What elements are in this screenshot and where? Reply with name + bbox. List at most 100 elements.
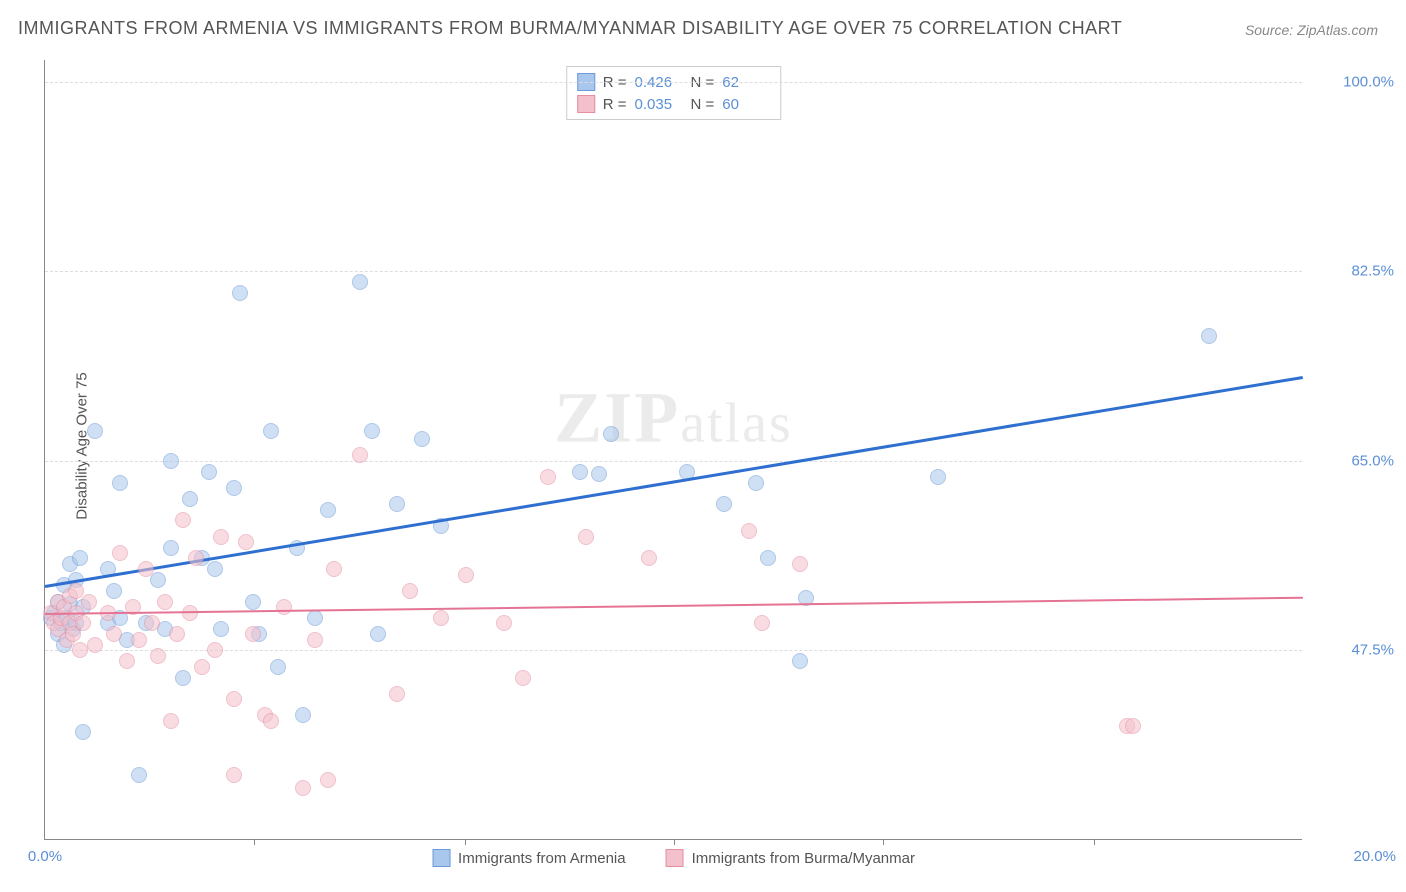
scatter-point bbox=[245, 594, 261, 610]
scatter-point bbox=[138, 561, 154, 577]
scatter-point bbox=[182, 491, 198, 507]
scatter-point bbox=[792, 653, 808, 669]
scatter-point bbox=[389, 686, 405, 702]
scatter-point bbox=[270, 659, 286, 675]
scatter-point bbox=[1201, 328, 1217, 344]
scatter-point bbox=[591, 466, 607, 482]
scatter-point bbox=[201, 464, 217, 480]
source-link[interactable]: ZipAtlas.com bbox=[1297, 22, 1378, 38]
scatter-point bbox=[75, 724, 91, 740]
scatter-point bbox=[194, 659, 210, 675]
x-tick-mark bbox=[1094, 839, 1095, 845]
scatter-point bbox=[112, 475, 128, 491]
scatter-point bbox=[389, 496, 405, 512]
scatter-point bbox=[754, 615, 770, 631]
x-tick-mark bbox=[883, 839, 884, 845]
correlation-legend: R = 0.426 N = 62 R = 0.035 N = 60 bbox=[566, 66, 782, 120]
watermark-zip: ZIP bbox=[554, 378, 680, 458]
scatter-point bbox=[131, 632, 147, 648]
scatter-point bbox=[603, 426, 619, 442]
scatter-point bbox=[263, 713, 279, 729]
swatch-burma bbox=[577, 95, 595, 113]
scatter-point bbox=[87, 423, 103, 439]
source-prefix: Source: bbox=[1245, 22, 1297, 38]
scatter-point bbox=[320, 502, 336, 518]
chart-title: IMMIGRANTS FROM ARMENIA VS IMMIGRANTS FR… bbox=[18, 18, 1122, 39]
gridline-h bbox=[45, 650, 1302, 651]
n-value-burma: 60 bbox=[722, 96, 770, 113]
x-tick-mark bbox=[254, 839, 255, 845]
scatter-point bbox=[112, 545, 128, 561]
scatter-point bbox=[792, 556, 808, 572]
scatter-point bbox=[106, 626, 122, 642]
scatter-point bbox=[106, 583, 122, 599]
scatter-point bbox=[370, 626, 386, 642]
legend-item-armenia: Immigrants from Armenia bbox=[432, 849, 626, 867]
scatter-point bbox=[402, 583, 418, 599]
x-tick-mark bbox=[465, 839, 466, 845]
scatter-point bbox=[320, 772, 336, 788]
scatter-point bbox=[458, 567, 474, 583]
scatter-point bbox=[515, 670, 531, 686]
scatter-point bbox=[75, 615, 91, 631]
scatter-point bbox=[540, 469, 556, 485]
scatter-point bbox=[572, 464, 588, 480]
scatter-point bbox=[326, 561, 342, 577]
scatter-point bbox=[131, 767, 147, 783]
scatter-point bbox=[1125, 718, 1141, 734]
source-attribution: Source: ZipAtlas.com bbox=[1245, 22, 1378, 38]
scatter-point bbox=[748, 475, 764, 491]
trend-line bbox=[45, 596, 1303, 614]
scatter-point bbox=[760, 550, 776, 566]
scatter-point bbox=[245, 626, 261, 642]
scatter-point bbox=[119, 653, 135, 669]
watermark-atlas: atlas bbox=[680, 393, 793, 455]
scatter-point bbox=[578, 529, 594, 545]
scatter-point bbox=[232, 285, 248, 301]
r-value-burma: 0.035 bbox=[635, 96, 683, 113]
scatter-point bbox=[496, 615, 512, 631]
scatter-point bbox=[207, 642, 223, 658]
scatter-point bbox=[163, 713, 179, 729]
scatter-point bbox=[87, 637, 103, 653]
y-tick-label: 100.0% bbox=[1343, 73, 1394, 90]
watermark: ZIPatlas bbox=[554, 377, 793, 460]
scatter-point bbox=[175, 670, 191, 686]
scatter-point bbox=[295, 780, 311, 796]
x-left-label: 0.0% bbox=[28, 848, 62, 865]
n-label: N = bbox=[691, 96, 715, 113]
scatter-point bbox=[150, 572, 166, 588]
scatter-point bbox=[157, 594, 173, 610]
scatter-point bbox=[226, 480, 242, 496]
scatter-point bbox=[213, 529, 229, 545]
scatter-point bbox=[307, 610, 323, 626]
scatter-point bbox=[238, 534, 254, 550]
scatter-point bbox=[163, 540, 179, 556]
y-tick-label: 47.5% bbox=[1351, 642, 1394, 659]
legend-label-armenia: Immigrants from Armenia bbox=[458, 850, 626, 867]
scatter-point bbox=[352, 447, 368, 463]
chart-container: IMMIGRANTS FROM ARMENIA VS IMMIGRANTS FR… bbox=[0, 0, 1406, 892]
scatter-point bbox=[364, 423, 380, 439]
scatter-point bbox=[226, 767, 242, 783]
scatter-point bbox=[295, 707, 311, 723]
x-tick-mark bbox=[674, 839, 675, 845]
scatter-point bbox=[163, 453, 179, 469]
scatter-point bbox=[741, 523, 757, 539]
scatter-point bbox=[207, 561, 223, 577]
r-label: R = bbox=[603, 96, 627, 113]
scatter-point bbox=[414, 431, 430, 447]
gridline-h bbox=[45, 271, 1302, 272]
scatter-point bbox=[72, 642, 88, 658]
scatter-point bbox=[263, 423, 279, 439]
scatter-point bbox=[930, 469, 946, 485]
scatter-point bbox=[641, 550, 657, 566]
plot-area: ZIPatlas R = 0.426 N = 62 R = 0.035 N = … bbox=[44, 60, 1302, 840]
scatter-point bbox=[307, 632, 323, 648]
swatch-armenia bbox=[432, 849, 450, 867]
scatter-point bbox=[175, 512, 191, 528]
scatter-point bbox=[352, 274, 368, 290]
scatter-point bbox=[716, 496, 732, 512]
swatch-burma bbox=[666, 849, 684, 867]
y-tick-label: 82.5% bbox=[1351, 263, 1394, 280]
